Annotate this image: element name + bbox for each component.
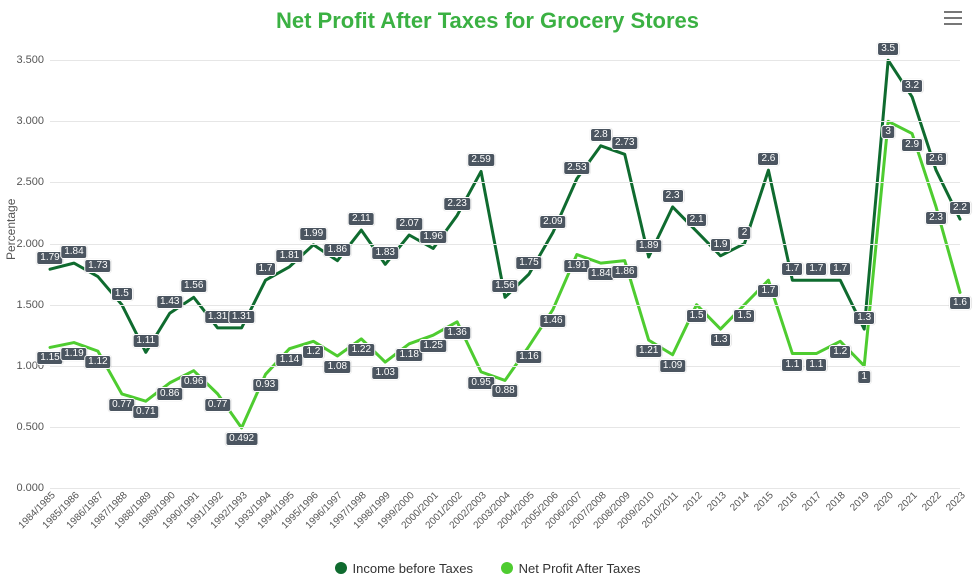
data-label: 1.2 (302, 345, 324, 359)
grid-line (50, 60, 960, 61)
hamburger-icon (941, 6, 965, 30)
data-label: 1.7 (781, 262, 803, 276)
data-label: 3 (881, 125, 895, 139)
y-tick: 3.500 (16, 54, 50, 66)
data-label: 1.84 (60, 245, 87, 259)
legend-label-netprofit: Net Profit After Taxes (519, 561, 641, 576)
data-label: 1.3 (853, 311, 875, 325)
data-label: 3.5 (877, 42, 899, 56)
data-label: 1.7 (829, 262, 851, 276)
data-label: 1.3 (710, 333, 732, 347)
data-label: 1.46 (539, 314, 566, 328)
data-label: 1.16 (515, 350, 542, 364)
chart-menu-button[interactable] (941, 6, 965, 30)
data-label: 1.7 (805, 262, 827, 276)
data-label: 0.96 (180, 375, 207, 389)
data-label: 1.7 (255, 262, 277, 276)
data-label: 1.56 (491, 279, 518, 293)
data-label: 1.03 (372, 366, 399, 380)
data-label: 1.7 (757, 284, 779, 298)
legend-swatch-netprofit (501, 562, 513, 574)
data-label: 2.1 (686, 213, 708, 227)
data-label: 2 (738, 226, 752, 240)
data-label: 0.71 (132, 405, 159, 419)
data-label: 0.93 (252, 378, 279, 392)
grid-line (50, 427, 960, 428)
y-tick: 1.500 (16, 299, 50, 311)
series-line (50, 60, 960, 352)
y-tick: 2.000 (16, 238, 50, 250)
data-label: 0.88 (491, 384, 518, 398)
y-tick: 0.000 (16, 482, 50, 494)
data-label: 0.86 (156, 387, 183, 401)
legend-label-income: Income before Taxes (353, 561, 473, 576)
data-label: 2.53 (563, 161, 590, 175)
data-label: 1.08 (324, 360, 351, 374)
data-label: 1.22 (348, 343, 375, 357)
data-label: 1.6 (949, 296, 971, 310)
legend: Income before Taxes Net Profit After Tax… (0, 561, 975, 578)
legend-item-netprofit[interactable]: Net Profit After Taxes (501, 561, 641, 576)
y-tick: 0.500 (16, 421, 50, 433)
chart-container: Net Profit After Taxes for Grocery Store… (0, 0, 975, 583)
data-label: 1 (857, 370, 871, 384)
data-label: 1.14 (276, 353, 303, 367)
data-label: 2.59 (467, 153, 494, 167)
data-label: 2.3 (662, 189, 684, 203)
grid-line (50, 182, 960, 183)
grid-line (50, 488, 960, 489)
data-label: 1.36 (443, 326, 470, 340)
chart-title: Net Profit After Taxes for Grocery Store… (0, 8, 975, 34)
data-label: 1.2 (829, 345, 851, 359)
data-label: 2.9 (901, 138, 923, 152)
y-tick: 2.500 (16, 176, 50, 188)
data-label: 2.3 (925, 211, 947, 225)
x-axis-labels: 1984/19851985/19861986/19871987/19881988… (50, 490, 960, 550)
data-label: 1.21 (635, 344, 662, 358)
data-label: 1.86 (611, 265, 638, 279)
data-label: 1.99 (300, 227, 327, 241)
data-label: 1.5 (734, 309, 756, 323)
data-label: 2.2 (949, 201, 971, 215)
data-label: 2.23 (443, 197, 470, 211)
data-label: 2.6 (925, 152, 947, 166)
data-label: 2.73 (611, 136, 638, 150)
data-label: 1.12 (84, 355, 111, 369)
data-label: 1.9 (710, 238, 732, 252)
y-tick: 3.000 (16, 115, 50, 127)
legend-swatch-income (335, 562, 347, 574)
data-label: 1.1 (781, 358, 803, 372)
data-label: 1.31 (228, 310, 255, 324)
data-label: 1.86 (324, 243, 351, 257)
data-label: 3.2 (901, 79, 923, 93)
data-label: 1.83 (372, 246, 399, 260)
data-label: 0.492 (225, 432, 258, 446)
data-label: 2.6 (757, 152, 779, 166)
grid-line (50, 121, 960, 122)
data-label: 0.77 (204, 398, 231, 412)
data-label: 1.81 (276, 249, 303, 263)
plot-area: 0.0000.5001.0001.5002.0002.5003.0003.500… (50, 48, 960, 488)
data-label: 2.09 (539, 215, 566, 229)
data-label: 1.96 (419, 230, 446, 244)
data-label: 2.11 (348, 212, 375, 226)
grid-line (50, 244, 960, 245)
data-label: 1.5 (111, 287, 133, 301)
data-label: 1.56 (180, 279, 207, 293)
data-label: 1.25 (419, 339, 446, 353)
grid-line (50, 305, 960, 306)
data-label: 1.5 (686, 309, 708, 323)
data-label: 1.11 (132, 334, 159, 348)
data-label: 1.75 (515, 256, 542, 270)
y-axis-label: Percentage (4, 199, 18, 260)
data-label: 2.07 (395, 217, 422, 231)
data-label: 1.73 (84, 259, 111, 273)
data-label: 1.1 (805, 358, 827, 372)
legend-item-income[interactable]: Income before Taxes (335, 561, 473, 576)
data-label: 1.09 (659, 359, 686, 373)
data-label: 1.43 (156, 295, 183, 309)
data-label: 2.8 (590, 128, 612, 142)
data-label: 1.89 (635, 239, 662, 253)
